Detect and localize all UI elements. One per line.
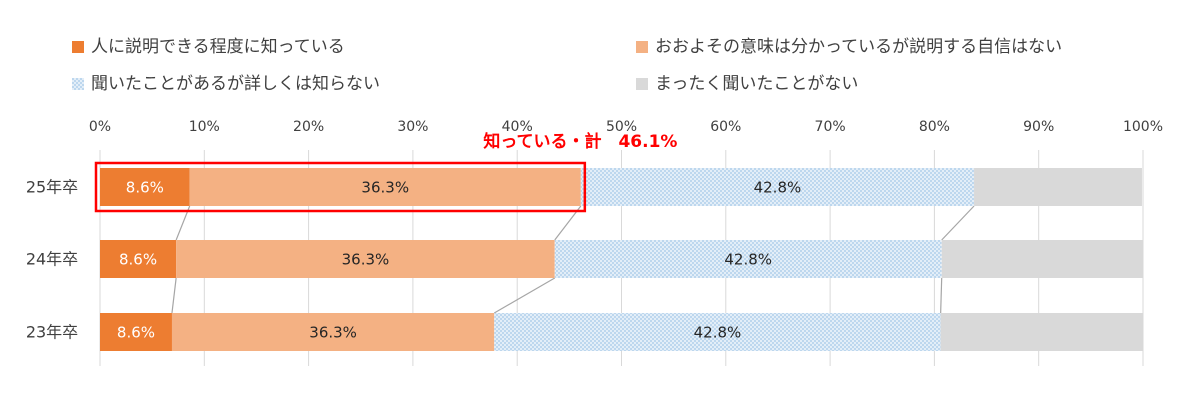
- x-tick-label: 20%: [293, 119, 324, 135]
- data-label: 8.6%: [126, 179, 164, 197]
- x-tick-label: 60%: [710, 119, 741, 135]
- bar-segment: [100, 168, 190, 206]
- legend-swatch-3: [72, 78, 84, 90]
- x-tick-label: 100%: [1123, 119, 1163, 135]
- connector-line: [493, 277, 556, 314]
- legend-label-4: まったく聞いたことがない: [655, 74, 858, 94]
- legend-swatch-1: [72, 41, 84, 53]
- x-tick-label: 40%: [502, 119, 533, 135]
- x-tick-label: 70%: [815, 119, 846, 135]
- bar-segment: [176, 240, 555, 278]
- data-label: 8.6%: [119, 251, 157, 269]
- category-label: 23年卒: [26, 323, 78, 342]
- connector-line: [940, 277, 943, 314]
- bar-segment: [580, 168, 975, 206]
- legend-label-2: おおよその意味は分かっているが説明する自信はない: [655, 37, 1062, 57]
- data-label: 42.8%: [694, 324, 742, 342]
- x-tick-label: 10%: [189, 119, 220, 135]
- category-label: 24年卒: [26, 250, 78, 269]
- bar-segment: [189, 168, 581, 206]
- highlight-box: [94, 161, 587, 213]
- x-tick-label: 80%: [919, 119, 950, 135]
- annotation-text: 知っている・計 46.1%: [482, 131, 677, 152]
- connector-line: [171, 277, 177, 314]
- data-label: 36.3%: [361, 179, 409, 197]
- x-tick-label: 0%: [89, 119, 111, 135]
- value-labels: 8.6% 36.3% 42.8% 8.6% 36.3% 42.8% 8.6% 36.3% 42.…: [117, 179, 801, 342]
- bars: [100, 168, 1143, 351]
- legend-label-1: 人に説明できる程度に知っている: [91, 37, 345, 57]
- legend: 人に説明できる程度に知っている おおよその意味は分かっているが説明する自信はない聞…: [72, 37, 1062, 94]
- bar-segment: [974, 168, 1142, 206]
- bar-segment: [941, 240, 1143, 278]
- bar-segment: [171, 313, 495, 351]
- category-labels: 25年卒 24年卒 23年卒: [26, 178, 78, 342]
- data-label: 36.3%: [309, 324, 357, 342]
- connector-line: [941, 205, 975, 241]
- data-label: 42.8%: [724, 251, 772, 269]
- x-axis-tick-labels: 0% 10% 20% 30% 40% 50% 60% 70% 80% 90% 100%: [89, 119, 1163, 135]
- x-tick-label: 30%: [397, 119, 428, 135]
- x-tick-label: 90%: [1023, 119, 1054, 135]
- bar-segment: [100, 240, 177, 278]
- legend-swatch-2: [636, 41, 648, 53]
- data-label: 42.8%: [754, 179, 802, 197]
- legend-label-3: 聞いたことがあるが詳しくは知らない: [91, 74, 380, 94]
- data-label: 36.3%: [342, 251, 390, 269]
- legend-swatch-4: [636, 78, 648, 90]
- x-tick-label: 50%: [606, 119, 637, 135]
- bar-segment: [100, 313, 172, 351]
- data-label: 8.6%: [117, 324, 155, 342]
- category-label: 25年卒: [26, 178, 78, 197]
- bar-segment: [940, 313, 1143, 351]
- bar-segment: [554, 240, 942, 278]
- annotation: 知っている・計 46.1%: [94, 131, 677, 213]
- bar-segment: [494, 313, 941, 351]
